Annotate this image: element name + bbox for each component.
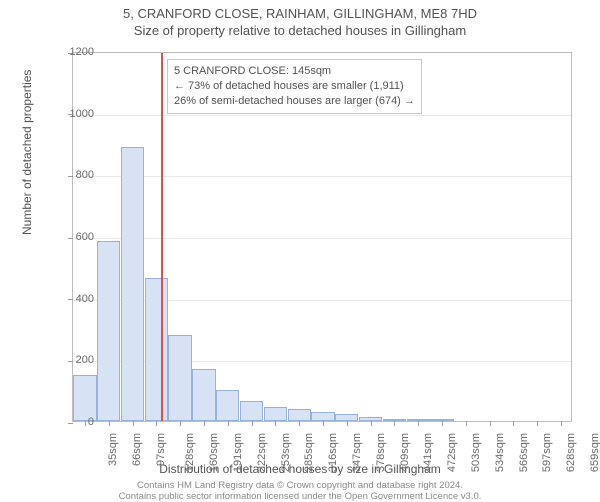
histogram-bar xyxy=(121,147,144,421)
y-axis-title: Number of detached properties xyxy=(20,70,34,235)
histogram-bar xyxy=(145,278,168,421)
x-tick-label: 628sqm xyxy=(565,433,577,472)
histogram-bar xyxy=(216,390,239,421)
x-tick-mark xyxy=(156,421,157,426)
x-tick-label: 378sqm xyxy=(375,433,387,472)
x-tick-mark xyxy=(513,421,514,426)
annotation-line-1: 5 CRANFORD CLOSE: 145sqm xyxy=(174,64,415,79)
x-tick-label: 316sqm xyxy=(327,433,339,472)
x-tick-label: 128sqm xyxy=(184,433,196,472)
x-tick-label: 534sqm xyxy=(494,433,506,472)
x-tick-mark xyxy=(418,421,419,426)
histogram-bar xyxy=(311,412,334,421)
x-tick-label: 191sqm xyxy=(232,433,244,472)
histogram-bar xyxy=(192,369,215,421)
x-tick-mark xyxy=(204,421,205,426)
y-tick-label: 1000 xyxy=(54,108,94,120)
x-tick-mark xyxy=(109,421,110,426)
x-tick-mark xyxy=(180,421,181,426)
x-tick-label: 97sqm xyxy=(155,433,167,466)
x-tick-label: 659sqm xyxy=(589,433,600,472)
x-tick-label: 597sqm xyxy=(542,433,554,472)
x-tick-mark xyxy=(561,421,562,426)
x-tick-label: 222sqm xyxy=(256,433,268,472)
x-tick-mark xyxy=(466,421,467,426)
x-tick-label: 409sqm xyxy=(399,433,411,472)
histogram-bar xyxy=(97,241,120,421)
x-tick-label: 347sqm xyxy=(351,433,363,472)
gridline xyxy=(73,238,571,239)
x-tick-mark xyxy=(442,421,443,426)
y-tick-label: 200 xyxy=(54,354,94,366)
histogram-bar xyxy=(335,414,358,421)
x-tick-label: 66sqm xyxy=(131,433,143,466)
y-tick-label: 1200 xyxy=(54,46,94,58)
property-marker-line xyxy=(161,53,163,421)
x-tick-mark xyxy=(299,421,300,426)
x-tick-mark xyxy=(537,421,538,426)
x-tick-label: 441sqm xyxy=(423,433,435,472)
y-tick-label: 800 xyxy=(54,169,94,181)
histogram-bar xyxy=(240,401,263,421)
plot-wrap: 5 CRANFORD CLOSE: 145sqm← 73% of detache… xyxy=(72,52,572,422)
histogram-bar xyxy=(73,375,96,421)
x-tick-mark xyxy=(133,421,134,426)
footer-licence: Contains public sector information licen… xyxy=(0,491,600,502)
x-tick-label: 285sqm xyxy=(304,433,316,472)
x-tick-label: 472sqm xyxy=(446,433,458,472)
x-tick-mark xyxy=(371,421,372,426)
gridline xyxy=(73,176,571,177)
histogram-bar xyxy=(264,407,287,421)
x-tick-mark xyxy=(490,421,491,426)
annotation-line-3: 26% of semi-detached houses are larger (… xyxy=(174,94,415,109)
x-tick-label: 566sqm xyxy=(518,433,530,472)
y-tick-label: 600 xyxy=(54,231,94,243)
histogram-plot: 5 CRANFORD CLOSE: 145sqm← 73% of detache… xyxy=(72,52,572,422)
x-tick-mark xyxy=(252,421,253,426)
x-tick-mark xyxy=(275,421,276,426)
y-tick-label: 400 xyxy=(54,293,94,305)
x-tick-label: 35sqm xyxy=(107,433,119,466)
x-tick-label: 503sqm xyxy=(470,433,482,472)
x-axis-title: Distribution of detached houses by size … xyxy=(0,462,600,476)
gridline xyxy=(73,115,571,116)
x-tick-mark xyxy=(347,421,348,426)
x-tick-label: 253sqm xyxy=(280,433,292,472)
annotation-line-2: ← 73% of detached houses are smaller (1,… xyxy=(174,79,415,94)
x-tick-mark xyxy=(228,421,229,426)
footer-copyright: Contains HM Land Registry data © Crown c… xyxy=(0,480,600,491)
x-tick-mark xyxy=(394,421,395,426)
title-line-1: 5, CRANFORD CLOSE, RAINHAM, GILLINGHAM, … xyxy=(0,0,600,21)
x-tick-mark xyxy=(323,421,324,426)
histogram-bar xyxy=(288,409,311,421)
histogram-bar xyxy=(168,335,191,421)
y-tick-label: 0 xyxy=(54,416,94,428)
x-tick-label: 160sqm xyxy=(208,433,220,472)
annotation-box: 5 CRANFORD CLOSE: 145sqm← 73% of detache… xyxy=(167,59,422,114)
title-line-2: Size of property relative to detached ho… xyxy=(0,21,600,38)
